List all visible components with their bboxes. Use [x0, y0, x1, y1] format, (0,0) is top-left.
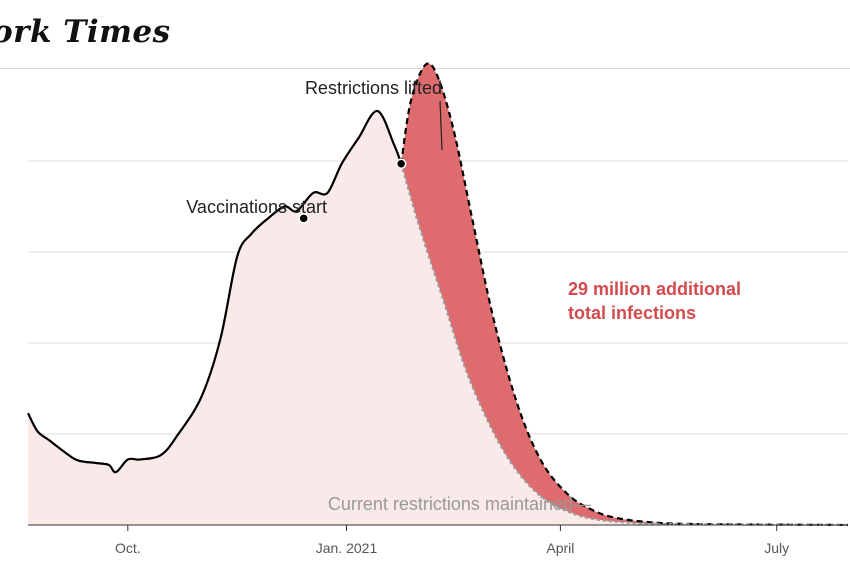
event-marker [395, 158, 407, 169]
current-restrictions-label: Current restrictions maintained— [328, 494, 591, 514]
baseline-area [28, 110, 848, 526]
event-marker [298, 213, 309, 224]
additional-infections-label-2: total infections [568, 303, 696, 323]
additional-infections-label-1: 29 million additional [568, 279, 741, 299]
restrictions-lifted-line [400, 62, 849, 527]
vaccinations-start-label: Vaccinations start [186, 197, 327, 217]
x-tick-label: April [546, 540, 574, 556]
restrictions-lifted-leader [439, 100, 443, 151]
restrictions-lifted-label: Restrictions lifted [305, 78, 442, 98]
x-tick-label: Jan. 2021 [316, 540, 378, 556]
nyt-masthead-logo: ork Times [0, 14, 171, 50]
x-tick-label: July [764, 540, 789, 556]
additional-infections-area [401, 63, 848, 525]
current-restrictions-line [400, 163, 849, 527]
x-tick-label: Oct. [115, 540, 141, 556]
observed-infections-line [27, 109, 403, 474]
